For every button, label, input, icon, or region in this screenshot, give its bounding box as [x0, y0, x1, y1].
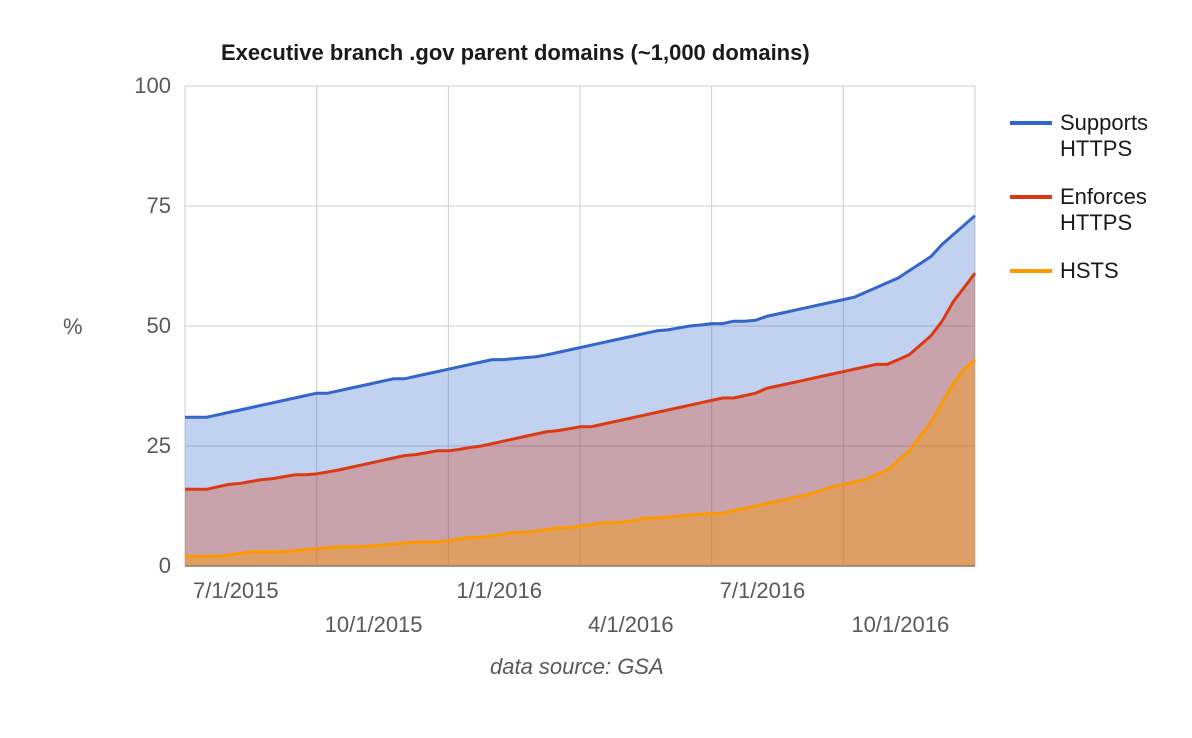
x-tick-label: 7/1/2015	[193, 578, 279, 604]
legend-swatch	[1010, 269, 1052, 273]
x-tick-label: 10/1/2016	[851, 612, 949, 638]
caption: data source: GSA	[490, 654, 664, 680]
legend-label: Enforces HTTPS	[1060, 184, 1170, 236]
y-tick-label: 25	[147, 433, 171, 459]
y-tick-label: 100	[134, 73, 171, 99]
legend: Supports HTTPS Enforces HTTPS HSTS	[1010, 110, 1170, 306]
legend-item: HSTS	[1010, 258, 1170, 284]
legend-swatch	[1010, 195, 1052, 199]
legend-label: Supports HTTPS	[1060, 110, 1170, 162]
x-tick-label: 1/1/2016	[456, 578, 542, 604]
y-tick-label: 75	[147, 193, 171, 219]
chart-container: Executive branch .gov parent domains (~1…	[0, 0, 1192, 738]
y-tick-label: 50	[147, 313, 171, 339]
legend-label: HSTS	[1060, 258, 1119, 284]
x-tick-label: 7/1/2016	[720, 578, 806, 604]
y-tick-label: 0	[159, 553, 171, 579]
legend-item: Supports HTTPS	[1010, 110, 1170, 162]
x-tick-label: 10/1/2015	[325, 612, 423, 638]
x-tick-label: 4/1/2016	[588, 612, 674, 638]
legend-item: Enforces HTTPS	[1010, 184, 1170, 236]
legend-swatch	[1010, 121, 1052, 125]
